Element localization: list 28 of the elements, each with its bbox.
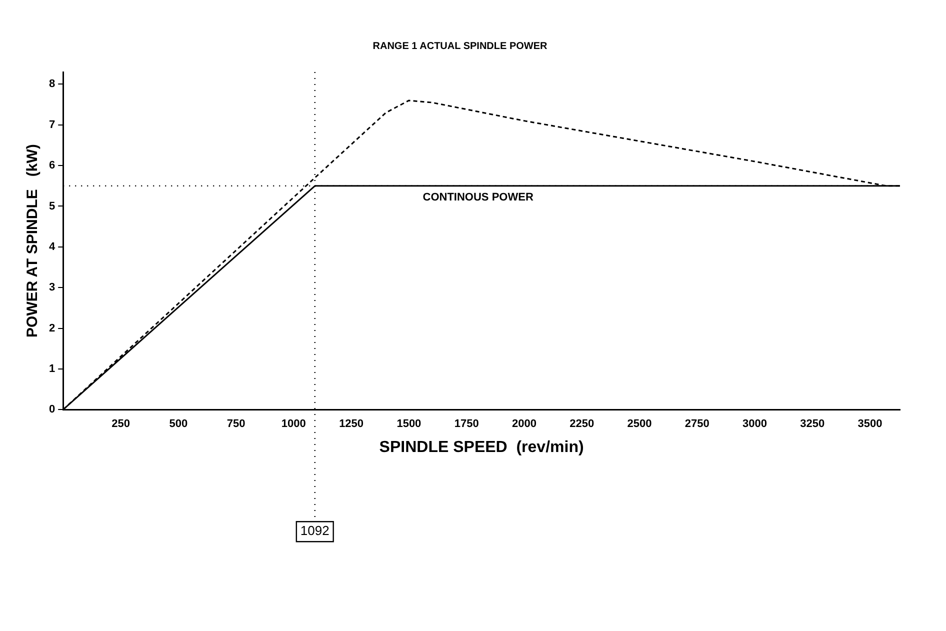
x-tick-label: 2000 [512, 418, 536, 430]
x-tick-label: 2250 [570, 418, 594, 430]
ref-line-label: 1092 [300, 523, 330, 538]
y-tick-label: 6 [48, 160, 56, 172]
x-tick-label: 3000 [742, 418, 767, 430]
x-tick-label: 250 [112, 418, 130, 430]
x-tick-label: 1750 [454, 418, 479, 430]
y-tick-label: 1 [48, 362, 56, 375]
x-tick-label: 3250 [800, 418, 825, 430]
y-axis-title: POWER AT SPINDLE (kW) [24, 144, 42, 338]
x-tick-label: 2750 [684, 418, 710, 430]
y-tick-label: 2 [48, 322, 56, 334]
y-tick-label: 3 [48, 282, 56, 294]
y-tick-label: 8 [48, 78, 56, 90]
chart-title: RANGE 1 ACTUAL SPINDLE POWER [372, 40, 548, 52]
y-tick-label: 5 [48, 200, 56, 212]
x-tick-label: 1250 [339, 418, 364, 430]
x-tick-label: 1500 [396, 418, 422, 430]
annotation: CONTINOUS POWER [422, 191, 534, 204]
y-tick-label: 4 [48, 240, 56, 253]
x-tick-label: 2500 [627, 418, 652, 430]
x-axis-title: SPINDLE SPEED (rev/min) [379, 438, 584, 456]
x-tick-label: 500 [169, 418, 188, 430]
x-tick-label: 750 [226, 418, 246, 430]
x-tick-label: 1000 [281, 418, 306, 430]
y-tick-label: 0 [48, 404, 56, 416]
x-tick-label: 3500 [858, 418, 882, 430]
y-tick-label: 7 [48, 118, 56, 131]
